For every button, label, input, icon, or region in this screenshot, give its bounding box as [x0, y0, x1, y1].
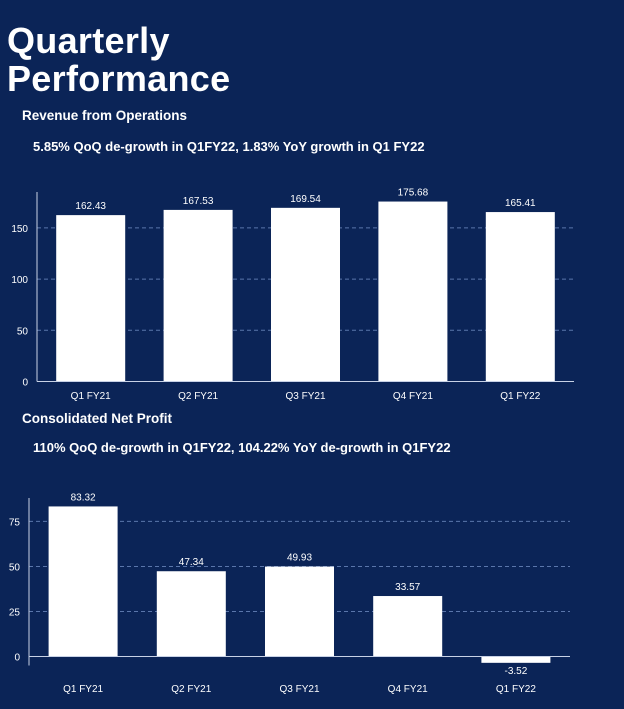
data-label: 162.43: [75, 201, 106, 212]
data-label: 83.32: [71, 492, 96, 503]
net-profit-growth-subtitle: 110% QoQ de-growth in Q1FY22, 104.22% Yo…: [33, 440, 451, 455]
y-tick-label: 100: [11, 275, 28, 286]
net-profit-section-heading: Consolidated Net Profit: [22, 411, 173, 426]
data-label: 175.68: [398, 188, 429, 199]
y-tick-label: 50: [17, 326, 29, 337]
bar: [265, 566, 334, 657]
x-tick-label: Q2 FY21: [171, 684, 211, 695]
y-tick-label: 0: [14, 652, 20, 663]
bar: [156, 571, 226, 657]
x-tick-label: Q1 FY21: [71, 391, 111, 402]
x-tick-label: Q3 FY21: [285, 391, 325, 402]
y-tick-label: 0: [22, 378, 28, 389]
bar: [271, 207, 340, 382]
y-tick-label: 50: [9, 562, 21, 573]
data-label: 49.93: [287, 553, 312, 564]
data-label: 169.54: [290, 194, 321, 205]
bar: [48, 506, 118, 657]
data-label: 47.34: [179, 557, 204, 568]
x-tick-label: Q1 FY22: [500, 391, 540, 402]
x-tick-label: Q4 FY21: [388, 684, 428, 695]
x-tick-label: Q3 FY21: [279, 684, 319, 695]
y-tick-label: 25: [9, 607, 21, 618]
revenue-growth-subtitle: 5.85% QoQ de-growth in Q1FY22, 1.83% YoY…: [33, 139, 425, 154]
bar: [56, 215, 126, 382]
revenue-section-heading: Revenue from Operations: [22, 108, 188, 123]
bar: [373, 596, 443, 657]
y-tick-label: 75: [9, 517, 21, 528]
x-tick-label: Q2 FY21: [178, 391, 218, 402]
revenue-bar-chart: 0 50 100 150 162.43 Q1 FY21 167.53 Q2 FY21 169.5…: [11, 188, 574, 402]
data-label: 165.41: [505, 198, 536, 209]
bar: [481, 656, 551, 663]
bar: [378, 201, 448, 382]
x-tick-label: Q4 FY21: [393, 391, 433, 402]
data-label: 33.57: [395, 582, 420, 593]
net-profit-bar-chart: 0 25 50 75 83.32 Q1 FY21 47.34 Q2 FY21 49.93 Q3 F…: [9, 492, 570, 695]
data-label: 167.53: [183, 196, 214, 207]
data-label: -3.52: [505, 666, 528, 677]
x-tick-label: Q1 FY22: [496, 684, 536, 695]
bar: [485, 212, 555, 382]
bar: [163, 209, 233, 382]
x-tick-label: Q1 FY21: [63, 684, 103, 695]
y-tick-label: 150: [11, 224, 28, 235]
page-title: Quarterly Performance: [7, 20, 231, 99]
